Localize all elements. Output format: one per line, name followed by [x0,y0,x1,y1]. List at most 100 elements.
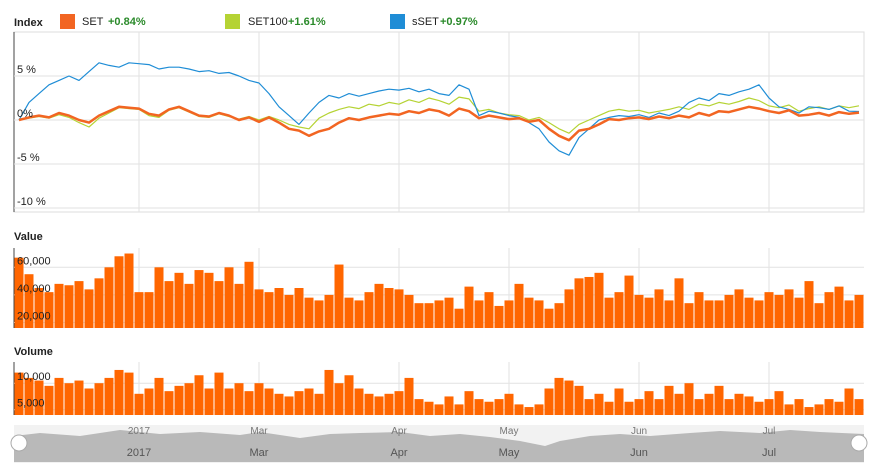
bar [844,300,854,328]
bar [634,399,644,415]
bar [814,303,824,328]
bar [314,393,324,415]
panel-title: Volume [14,346,53,358]
bar [724,399,734,415]
bar [284,396,294,415]
bar [404,294,414,328]
bar [354,388,364,415]
legend-name: SET [82,16,104,28]
bar [244,391,254,415]
bar [844,388,854,415]
navigator-label-top: 2017 [128,426,151,437]
bar [854,399,864,415]
bar [74,281,84,328]
legend-name: SET100 [248,16,288,28]
bar [784,404,794,415]
bar [34,380,44,415]
bar [74,380,84,415]
bar [214,372,224,415]
bar [144,388,154,415]
legend-change: +0.84% [108,16,146,28]
bar [474,399,484,415]
bar [354,300,364,328]
bar [304,388,314,415]
bar [154,267,164,328]
bar [854,294,864,328]
bar [44,292,54,328]
legend-swatch[interactable] [225,14,240,29]
bar [364,393,374,415]
bar [624,275,634,328]
bar [164,391,174,415]
navigator-label-top: Jun [631,426,647,437]
bar [564,380,574,415]
bar [24,377,34,415]
bar [144,292,154,328]
bar [324,294,334,328]
y-tick-label: 20,000 [17,310,51,322]
bar [504,393,514,415]
bar [834,286,844,328]
bar [594,272,604,328]
bar [804,407,814,415]
navigator-label: May [499,447,520,459]
bar [124,372,134,415]
bar [734,289,744,328]
navigator-handle-left[interactable] [10,434,28,452]
navigator-area [14,430,864,462]
bar [294,391,304,415]
legend-swatch[interactable] [390,14,405,29]
y-tick-label: 0% [17,108,33,120]
bar [334,264,344,328]
series-line [18,105,860,142]
bar [584,276,594,328]
bar [644,297,654,328]
bar [774,391,784,415]
bar [764,399,774,415]
bar [824,399,834,415]
bar [224,267,234,328]
bar [514,283,524,328]
bar [744,396,754,415]
bar [664,385,674,415]
navigator-handle-right[interactable] [850,434,868,452]
bar [224,388,234,415]
bar [244,261,254,328]
bar [94,383,104,415]
bar [254,383,264,415]
bar [674,393,684,415]
bar [764,292,774,328]
legend-change: +1.61% [288,16,326,28]
bar [104,377,114,415]
bar [734,393,744,415]
bar [274,393,284,415]
bar [584,399,594,415]
navigator-label: Jun [630,447,648,459]
bar [284,294,294,328]
navigator-label: 2017 [127,447,151,459]
bar [184,383,194,415]
y-tick-label: 5 % [17,64,36,76]
bar [254,289,264,328]
bar [174,385,184,415]
bar [114,369,124,415]
bar [514,404,524,415]
bar [54,283,64,328]
bar [364,292,374,328]
bar [464,391,474,415]
bar [694,399,704,415]
bar [454,404,464,415]
bar [504,300,514,328]
legend-swatch[interactable] [60,14,75,29]
bar [644,391,654,415]
legend-change: +0.97% [440,16,478,28]
bar [394,289,404,328]
bar [724,294,734,328]
bar [214,281,224,328]
panel-title: Value [14,231,43,243]
bar [704,300,714,328]
bar [84,289,94,328]
bar [44,385,54,415]
bar [304,297,314,328]
bar [184,283,194,328]
